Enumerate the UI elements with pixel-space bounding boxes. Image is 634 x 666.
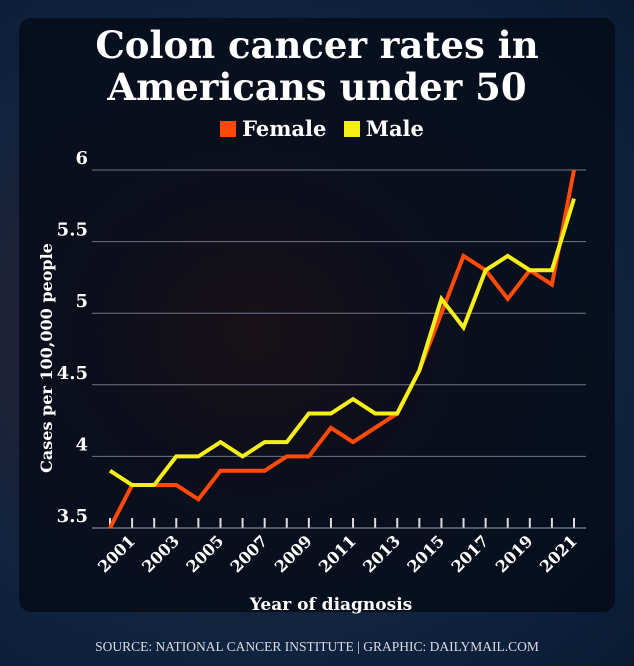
y-tick-label: 5 xyxy=(75,291,88,312)
series-line-female xyxy=(108,169,576,529)
legend-label-male: Male xyxy=(365,116,424,141)
y-axis-label: Cases per 100,000 people xyxy=(37,243,56,473)
x-axis-label: Year of diagnosis xyxy=(249,595,412,615)
x-tick-label: 2005 xyxy=(182,531,227,576)
x-tick-label: 2003 xyxy=(138,531,183,576)
x-tick-label: 2017 xyxy=(448,531,493,576)
title-text: Colon cancer rates in Americans under 50 xyxy=(95,23,539,109)
series-line-male xyxy=(108,198,576,488)
x-tick-label: 2015 xyxy=(403,531,448,576)
legend-label-female: Female xyxy=(242,116,327,141)
y-tick-label: 3.5 xyxy=(57,506,88,527)
source-note: SOURCE: NATIONAL CANCER INSTITUTE | GRAP… xyxy=(95,639,539,654)
x-tick-label: 2007 xyxy=(227,531,272,576)
legend: Female Male xyxy=(0,116,634,141)
y-tick-label: 4 xyxy=(75,434,88,455)
x-tick-label: 2013 xyxy=(359,531,404,576)
y-tick-label: 5.5 xyxy=(57,220,88,241)
x-tick-label: 2009 xyxy=(271,531,316,576)
x-tick-label: 2011 xyxy=(315,531,360,576)
x-tick-label: 2001 xyxy=(94,531,139,576)
y-tick-label: 6 xyxy=(75,148,88,169)
x-tick-label: 2021 xyxy=(536,531,581,576)
legend-swatch-male xyxy=(343,121,360,137)
y-tick-label: 4.5 xyxy=(57,363,88,384)
legend-swatch-female xyxy=(220,121,237,137)
chart-title: Colon cancer rates in Americans under 50 xyxy=(0,24,634,108)
x-tick-label: 2019 xyxy=(492,531,537,576)
